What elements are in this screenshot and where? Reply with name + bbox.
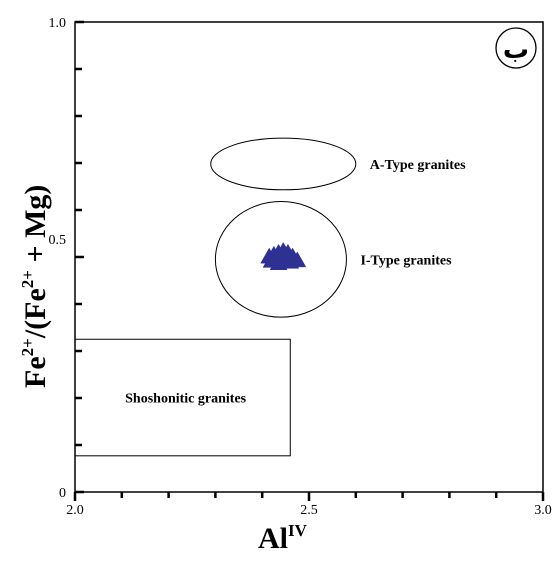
y-axis-title-end: + Mg) — [19, 185, 52, 270]
y-axis-title-sup-1: 2+ — [18, 338, 37, 356]
region-label-shoshonitic-granites: Shoshonitic granites — [125, 392, 247, 407]
panel-label: ب — [503, 35, 529, 65]
region-label-a-type-granites: A-Type granites — [370, 158, 466, 173]
x-axis-ticks — [73, 492, 545, 501]
region-i-type-granitesellipse — [214, 201, 347, 318]
data-points — [260, 242, 307, 270]
region-label-i-type-granites: I-Type granites — [360, 253, 452, 268]
region-shoshonitic-granitesbox — [74, 338, 291, 457]
x-axis-title-superscript: IV — [288, 521, 308, 540]
y-axis-title-mid: /(Fe — [19, 288, 52, 339]
y-axis-title: Fe2+/(Fe2+ + Mg) — [18, 185, 52, 388]
x-axis-title-base: Al — [258, 522, 288, 555]
x-tick-label-2-0: 2.0 — [66, 503, 84, 518]
region-a-type-granitesellipse — [210, 137, 357, 191]
x-tick-label-2-5: 2.5 — [300, 503, 318, 518]
y-tick-label-0: 0 — [59, 486, 66, 501]
y-tick-label-1-0: 1.0 — [49, 16, 67, 31]
x-axis-title: AlIV — [258, 521, 308, 555]
y-tick-label-0-5: 0.5 — [49, 233, 67, 248]
triangle-marker-13 — [262, 251, 281, 268]
x-tick-label-3-0: 3.0 — [534, 503, 552, 518]
classification-regions — [74, 137, 357, 457]
region-labels: A-Type granites I-Type granites Shoshoniti… — [125, 158, 466, 407]
y-axis-title-sup-2: 2+ — [18, 270, 37, 288]
y-axis-ticks — [75, 20, 84, 494]
panel-label-circle — [495, 27, 537, 69]
y-axis-title-fe: Fe — [19, 356, 52, 388]
triangle-marker-12 — [276, 245, 295, 262]
plot-frame — [74, 21, 544, 493]
